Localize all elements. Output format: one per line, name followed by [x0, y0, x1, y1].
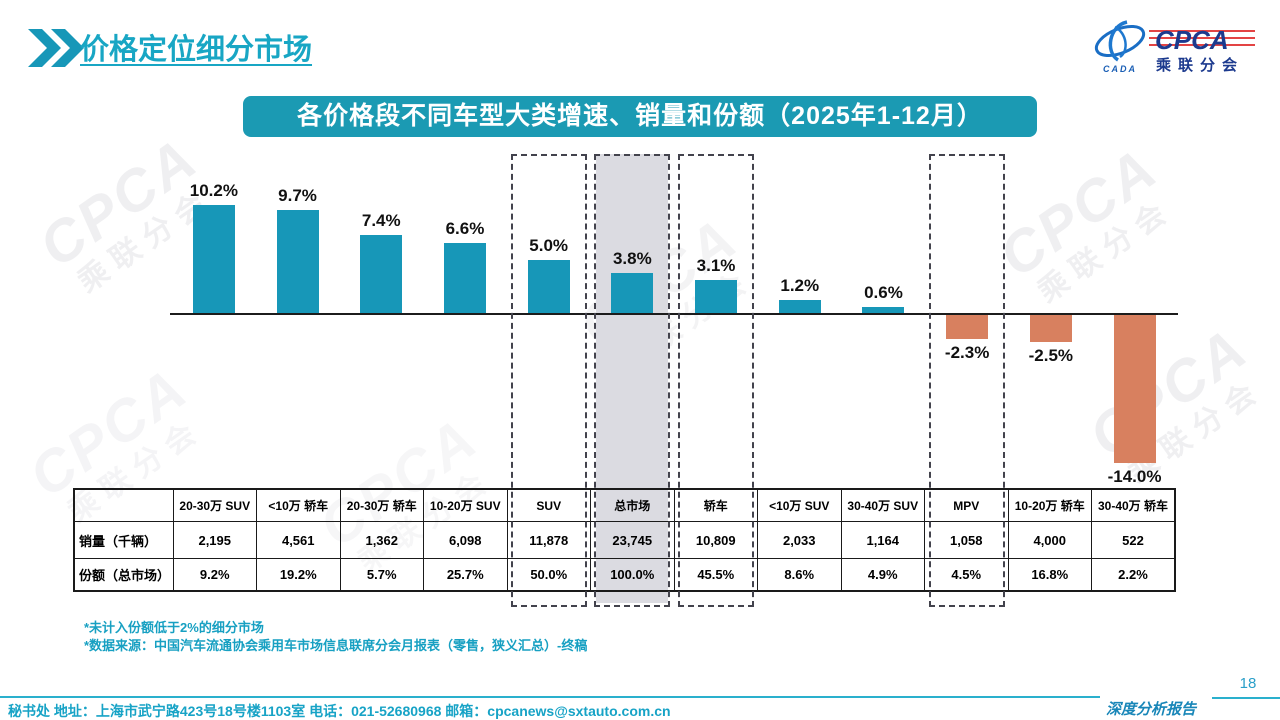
footnote-line: *数据来源：中国汽车流通协会乘用车市场信息联席分会月报表（零售，狭义汇总）-终稿	[84, 638, 588, 653]
table-cell: 6,098	[423, 521, 508, 559]
chart-bar-value: 1.2%	[780, 276, 820, 296]
chart-bar-value: -14.0%	[1107, 467, 1162, 487]
table-cell: 11,878	[506, 521, 591, 559]
chart-axis-line	[170, 313, 1178, 315]
table-cell: <10万 SUV	[757, 488, 842, 522]
row-label-sales: 销量（千辆）	[73, 521, 174, 559]
cpca-logo: CADA CPCA 乘联分会	[1093, 18, 1258, 79]
chart-bar-value: 7.4%	[361, 210, 401, 230]
chart-bar-value: 3.8%	[612, 248, 652, 268]
segment-table: 20-30万 SUV <10万 轿车 20-30万 轿车 10-20万 SUV SUV 总…	[73, 488, 1176, 592]
table-cell: 25.7%	[423, 558, 508, 592]
chart-bar-<10万 SUV	[778, 300, 821, 313]
table-cell: 45.5%	[673, 558, 758, 592]
page-title: 价格定位细分市场	[80, 34, 313, 66]
footer-divider-right	[1212, 697, 1280, 699]
table-row: 20-30万 SUV <10万 轿车 20-30万 轿车 10-20万 SUV SUV 总…	[73, 488, 1176, 522]
table-cell: 4,561	[256, 521, 341, 559]
chart-bar-总市场	[611, 272, 654, 313]
table-cell: 50.0%	[506, 558, 591, 592]
chart-bar-value: -2.3%	[944, 343, 990, 363]
chart-bar-20-30万 轿车	[360, 234, 403, 313]
table-cell: 1,164	[840, 521, 925, 559]
logo-subtitle: 乘联分会	[1155, 56, 1244, 74]
chart-bar-30-40万 SUV	[862, 306, 905, 313]
chart-bar-value: 6.6%	[445, 219, 485, 239]
table-cell: 10,809	[673, 521, 758, 559]
chart-bar-value: 0.6%	[864, 282, 903, 302]
chart-bar-10-20万 轿车	[1029, 315, 1072, 342]
logo-cada-text: CADA	[1103, 64, 1137, 74]
table-cell: 5.7%	[339, 558, 424, 592]
chart-bar-value: 5.0%	[529, 236, 569, 255]
chart-bar-MPV	[946, 315, 989, 340]
table-cell: 20-30万 SUV	[172, 488, 257, 522]
table-cell: 20-30万 轿车	[339, 488, 424, 522]
logo-cpca-text: CPCA	[1155, 25, 1229, 55]
table-cell: 2,195	[172, 521, 257, 559]
table-cell: 轿车	[673, 488, 758, 522]
chart-bar-<10万 轿车	[276, 210, 319, 313]
chart-bar-30-40万 轿车	[1113, 315, 1156, 464]
table-row: 销量（千辆） 2,195 4,561 1,362 6,098 11,878 23,745 10…	[73, 521, 1176, 559]
table-cell: 100.0%	[590, 558, 675, 592]
chart-bar-20-30万 SUV	[192, 204, 235, 313]
chart-bar-value: 10.2%	[189, 180, 238, 200]
table-cell: SUV	[506, 488, 591, 522]
table-cell: 16.8%	[1007, 558, 1092, 592]
table-cell: 4.5%	[924, 558, 1009, 592]
table-cell: 10-20万 SUV	[423, 488, 508, 522]
table-cell: 522	[1091, 521, 1176, 559]
chart-bar-SUV	[527, 260, 570, 313]
table-cell: 2,033	[757, 521, 842, 559]
table-cell: 23,745	[590, 521, 675, 559]
chart-bar-value: 3.1%	[696, 256, 736, 276]
footnotes: *未计入份额低于2%的细分市场 *数据来源：中国汽车流通协会乘用车市场信息联席分…	[84, 619, 587, 655]
table-cell: 2.2%	[1091, 558, 1176, 592]
footnote-line: *未计入份额低于2%的细分市场	[84, 620, 264, 635]
table-corner-cell	[73, 488, 174, 522]
footer-contact: 秘书处 地址：上海市武宁路423号18号楼1103室 电话：021-526809…	[8, 703, 671, 719]
table-cell: 4,000	[1007, 521, 1092, 559]
page-number: 18	[1239, 675, 1257, 692]
table-cell: 1,058	[924, 521, 1009, 559]
chart-bar-10-20万 SUV	[443, 243, 486, 313]
table-cell: 4.9%	[840, 558, 925, 592]
row-label-share: 份额（总市场）	[73, 558, 174, 592]
footer-divider	[0, 696, 1100, 698]
table-cell: 19.2%	[256, 558, 341, 592]
report-type-label: 深度分析报告	[1106, 702, 1197, 718]
table-cell: 10-20万 轿车	[1007, 488, 1092, 522]
chart-bar-轿车	[695, 280, 738, 313]
table-cell: MPV	[924, 488, 1009, 522]
table-row: 份额（总市场） 9.2% 19.2% 5.7% 25.7% 50.0% 100.0% 45.5…	[73, 558, 1176, 592]
logo-swoosh-icon	[1094, 20, 1146, 62]
chart-bar-value: 9.7%	[278, 186, 317, 206]
table-cell: 1,362	[339, 521, 424, 559]
table-cell: 30-40万 轿车	[1091, 488, 1176, 522]
chart-banner-title: 各价格段不同车型大类增速、销量和份额（2025年1-12月）	[243, 96, 1037, 137]
table-cell: 8.6%	[757, 558, 842, 592]
table-cell: 9.2%	[172, 558, 257, 592]
chart-bar-value: -2.5%	[1028, 345, 1074, 365]
title-chevrons-icon	[28, 28, 84, 73]
table-cell: <10万 轿车	[256, 488, 341, 522]
table-cell: 30-40万 SUV	[840, 488, 925, 522]
table-cell: 总市场	[590, 488, 675, 522]
